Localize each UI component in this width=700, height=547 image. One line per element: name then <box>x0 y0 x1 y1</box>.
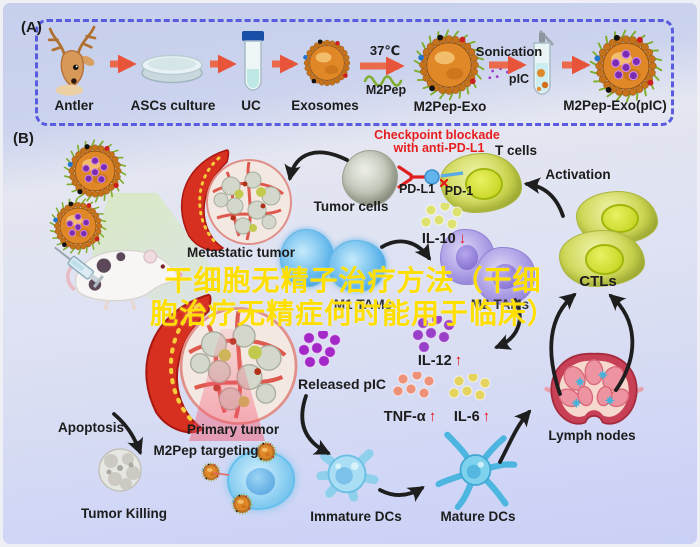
il10-dots-icon <box>420 200 467 254</box>
immature-dcs-label: Immature DCs <box>310 509 402 524</box>
m2pep-squiggle-icon <box>363 75 403 87</box>
lymph-nodes-label: Lymph nodes <box>548 428 636 443</box>
panel-a-dashed-box <box>35 19 674 126</box>
pd-l1-label: PD-L1 <box>398 182 436 196</box>
deer-antler-icon <box>47 25 97 96</box>
anti-pdl1-label: with anti-PD-L1 <box>393 141 485 155</box>
apoptotic-cell-icon <box>98 448 142 492</box>
immature-dc-icon <box>316 449 379 502</box>
lymph-node-illustration <box>539 345 649 433</box>
il12-label: IL-12 ↑ <box>417 352 463 369</box>
watermark-line2: 胞治疗无精症何时能用于临床） <box>149 298 556 329</box>
label-ascs-culture: ASCs culture <box>130 98 216 113</box>
m1-tam-cell <box>328 240 386 292</box>
up-arrow-icon: ↑ <box>428 408 437 425</box>
mature-dcs-label: Mature DCs <box>440 509 516 524</box>
small-exosome-icon <box>255 441 277 463</box>
label-antler: Antler <box>54 98 94 113</box>
ctl-cell <box>559 230 645 287</box>
pd-1-label: PD-1 <box>444 184 474 198</box>
checkpoint-blockade-label: Checkpoint blockade <box>374 128 500 142</box>
exosome-particle-icon <box>49 197 107 255</box>
small-exosome-icon <box>201 462 221 482</box>
tumor-cells-label: Tumor cells <box>313 199 389 214</box>
label-m2pep-exo-pic: M2Pep-Exo(pIC) <box>563 98 667 113</box>
m2pep-exo-pic-icon <box>589 29 663 103</box>
label-uc: UC <box>241 98 261 113</box>
m2pep-exo-icon <box>413 29 485 101</box>
up-arrow-icon: ↑ <box>454 352 463 369</box>
label-37c: 37℃ <box>369 43 401 58</box>
mouse-icon <box>66 249 183 311</box>
label-m2pep-exo: M2Pep-Exo <box>413 99 487 114</box>
t-cell <box>440 153 522 213</box>
syringe-icon <box>54 246 104 288</box>
label-m2pep: M2Pep <box>365 83 407 97</box>
m1-tams-label: M1 TAMs <box>333 297 393 312</box>
up-arrow-icon: ↑ <box>482 408 491 425</box>
released-pic-label: Released pIC <box>298 376 386 392</box>
tumor-cell <box>342 150 398 206</box>
metastatic-tumor-label: Metastatic tumor <box>186 245 296 260</box>
m2pep-targeting-label: M2Pep targeting <box>153 443 259 458</box>
watermark-overlay: 干细胞无精子治疗方法（干细 胞治疗无精症何时能用于临床） <box>3 264 697 330</box>
m1-tam-cell <box>280 229 334 287</box>
ctls-label: CTLs <box>579 273 617 290</box>
watermark-line1: 干细胞无精子治疗方法（干细 <box>164 265 542 296</box>
il10-label: IL-10 ↓ <box>421 230 467 247</box>
label-pic: pIC <box>508 72 530 86</box>
tnf-dots-icon <box>392 369 439 423</box>
exosome-icon <box>299 35 355 91</box>
il6-label: IL-6 ↑ <box>453 408 491 425</box>
panel-a-label: (A) <box>21 19 42 36</box>
anti-pdl1-antibody-icon <box>397 165 464 189</box>
t-cells-label: T cells <box>494 143 538 158</box>
sonication-tube-icon <box>533 29 555 95</box>
label-exosomes: Exosomes <box>291 98 359 113</box>
small-exosome-icon <box>231 493 253 515</box>
metastatic-tumor-illustration <box>169 148 299 253</box>
down-arrow-icon: ↓ <box>458 230 467 247</box>
tumor-killing-label: Tumor Killing <box>81 506 167 521</box>
apoptosis-label: Apoptosis <box>58 420 124 435</box>
il6-dots-icon <box>448 371 495 425</box>
mature-dc-icon <box>435 431 518 511</box>
petri-dish-icon <box>141 54 203 84</box>
activation-label: Activation <box>545 167 611 182</box>
exosome-particle-icon <box>63 139 127 203</box>
released-pic-dots-icon <box>297 327 345 382</box>
il12-dots-icon <box>411 312 459 367</box>
uc-tube-icon <box>242 31 264 91</box>
label-sonication: Sonication <box>475 44 543 59</box>
tnf-label: TNF-α ↑ <box>383 408 437 425</box>
panel-b-label: (B) <box>13 130 34 147</box>
primary-tumor-label: Primary tumor <box>186 422 280 437</box>
